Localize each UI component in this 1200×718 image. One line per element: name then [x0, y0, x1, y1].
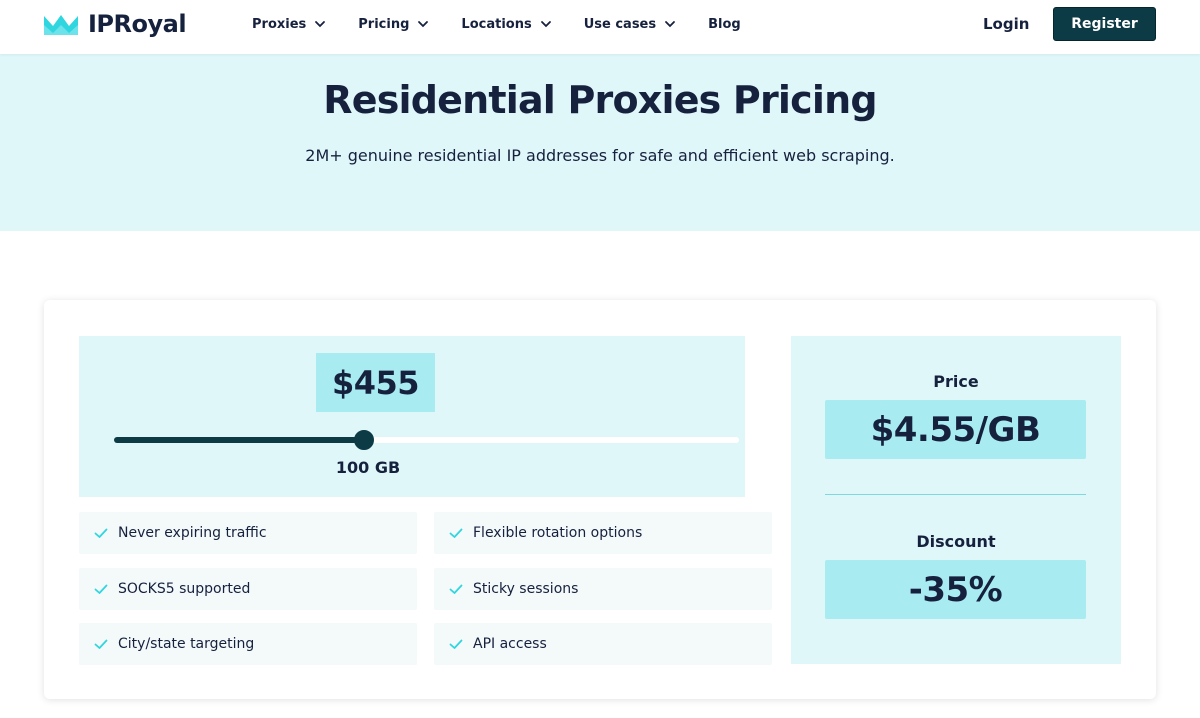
hero-section: Residential Proxies Pricing 2M+ genuine …	[0, 54, 1200, 231]
nav-proxies[interactable]: Proxies	[252, 17, 326, 32]
check-icon	[449, 528, 463, 538]
feature-label: Sticky sessions	[473, 581, 579, 597]
page-title: Residential Proxies Pricing	[323, 78, 877, 122]
feature-label: SOCKS5 supported	[118, 581, 251, 597]
chevron-down-icon	[315, 21, 326, 28]
feature-label: Flexible rotation options	[473, 525, 643, 541]
pricing-calculator: $455 100 GB Never expiring traffic Flexi…	[44, 300, 1156, 699]
login-link[interactable]: Login	[983, 15, 1030, 33]
brand-name: IPRoyal	[88, 10, 187, 38]
feature-item: Flexible rotation options	[434, 512, 772, 554]
chevron-down-icon	[540, 21, 551, 28]
price-label: Price	[933, 372, 979, 391]
check-icon	[94, 584, 108, 594]
check-icon	[94, 528, 108, 538]
traffic-slider-panel: $455 100 GB	[79, 336, 745, 497]
chevron-down-icon	[418, 21, 429, 28]
nav-use-cases[interactable]: Use cases	[584, 17, 676, 32]
crown-icon	[44, 15, 78, 35]
feature-item: API access	[434, 623, 772, 665]
traffic-slider-fill	[114, 437, 364, 443]
nav-label: Use cases	[583, 16, 657, 32]
feature-label: City/state targeting	[118, 636, 255, 652]
nav-label: Locations	[461, 16, 532, 32]
feature-label: Never expiring traffic	[118, 525, 267, 541]
check-icon	[94, 639, 108, 649]
feature-item: Sticky sessions	[434, 568, 772, 610]
summary-divider	[825, 494, 1086, 495]
price-summary-panel: Price $4.55/GB Discount -35%	[791, 336, 1121, 664]
nav-blog[interactable]: Blog	[708, 17, 741, 32]
traffic-amount: 100 GB	[335, 458, 401, 477]
page-subtitle: 2M+ genuine residential IP addresses for…	[305, 146, 895, 165]
nav-label: Blog	[708, 16, 741, 32]
total-price: $455	[316, 353, 435, 412]
main-nav: Proxies Pricing Locations Use cases Blog	[252, 0, 773, 48]
traffic-slider-handle[interactable]	[354, 430, 374, 450]
nav-label: Pricing	[358, 16, 410, 32]
check-icon	[449, 639, 463, 649]
traffic-slider-track[interactable]	[114, 430, 739, 450]
register-button[interactable]: Register	[1053, 7, 1156, 41]
chevron-down-icon	[665, 21, 676, 28]
feature-label: API access	[473, 636, 547, 652]
check-icon	[449, 584, 463, 594]
price-per-gb: $4.55/GB	[825, 400, 1086, 459]
discount-value: -35%	[825, 560, 1086, 619]
nav-label: Proxies	[252, 16, 307, 32]
nav-locations[interactable]: Locations	[461, 17, 551, 32]
brand-logo[interactable]: IPRoyal	[44, 9, 187, 39]
discount-label: Discount	[916, 532, 996, 551]
feature-item: Never expiring traffic	[79, 512, 417, 554]
feature-item: City/state targeting	[79, 623, 417, 665]
feature-item: SOCKS5 supported	[79, 568, 417, 610]
nav-pricing[interactable]: Pricing	[358, 17, 429, 32]
site-header: IPRoyal Proxies Pricing Locations Use ca…	[0, 0, 1200, 54]
